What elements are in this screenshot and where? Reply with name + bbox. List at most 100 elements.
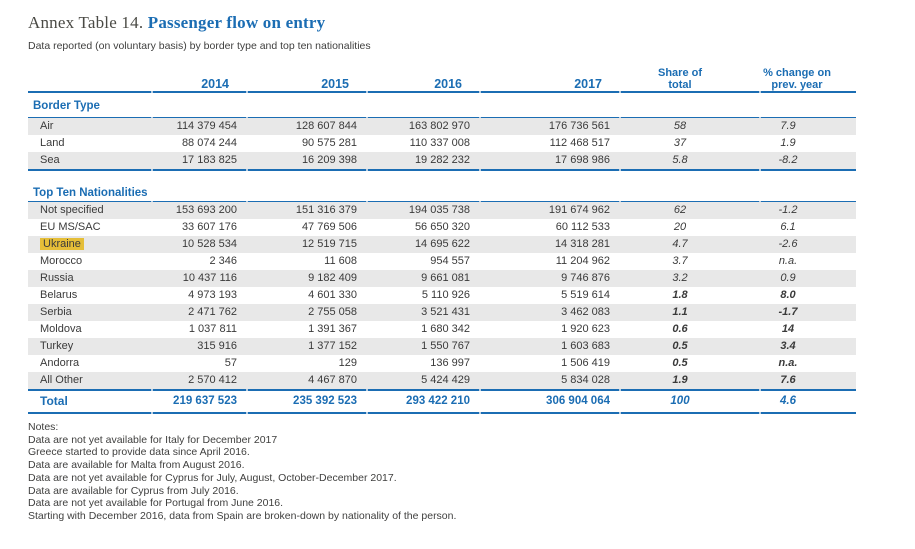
row-label: Morocco bbox=[40, 255, 83, 267]
table-row: Moldova 1 037 811 1 391 367 1 680 342 1 920 … bbox=[28, 321, 856, 338]
value-cell-2016: 954 557 bbox=[430, 255, 470, 267]
table-subtitle: Data reported (on voluntary basis) by bo… bbox=[28, 40, 371, 52]
value-cell-2017: 176 736 561 bbox=[548, 120, 610, 132]
value-cell-2017: 191 674 962 bbox=[548, 204, 610, 216]
table-row: Land 88 074 244 90 575 281 110 337 008 112 4… bbox=[28, 135, 856, 152]
value-cell-2016: 56 650 320 bbox=[414, 221, 470, 233]
value-cell-2016: 163 802 970 bbox=[408, 120, 470, 132]
section-header-nationalities: Top Ten Nationalities bbox=[33, 187, 148, 199]
note-line: Starting with December 2016, data from S… bbox=[28, 509, 457, 522]
col-header-2015: 2015 bbox=[321, 77, 349, 91]
share-cell: 0.5 bbox=[672, 357, 688, 369]
section-divider bbox=[28, 169, 856, 171]
value-cell-2015: 4 601 330 bbox=[308, 289, 357, 301]
row-label: Turkey bbox=[40, 340, 74, 352]
value-cell-2014: 33 607 176 bbox=[181, 221, 237, 233]
row-label: All Other bbox=[40, 374, 83, 386]
value-cell-2014: 10 437 116 bbox=[182, 272, 237, 284]
table-row: Russia 10 437 116 9 182 409 9 661 081 9 746 … bbox=[28, 270, 856, 287]
value-cell-2015: 12 519 715 bbox=[301, 238, 357, 250]
column-header-row: 2014 2015 2016 2017 Share of total % cha… bbox=[28, 65, 856, 91]
value-cell-2016: 194 035 738 bbox=[408, 204, 470, 216]
share-cell: 58 bbox=[673, 120, 687, 132]
change-cell: 7.6 bbox=[780, 374, 796, 386]
value-cell-2016: 3 521 431 bbox=[421, 306, 470, 318]
change-cell: n.a. bbox=[778, 357, 798, 369]
value-cell-2016: 9 661 081 bbox=[421, 272, 470, 284]
row-label: Russia bbox=[40, 272, 74, 284]
row-label: Andorra bbox=[40, 357, 80, 369]
row-label: Ukraine bbox=[28, 236, 152, 253]
value-cell-2017: 5 834 028 bbox=[561, 374, 610, 386]
total-row: Total 219 637 523 235 392 523 293 422 21… bbox=[28, 391, 856, 412]
table-row: Serbia 2 471 762 2 755 058 3 521 431 3 462 0… bbox=[28, 304, 856, 321]
note-line: Data are not yet available for Italy for… bbox=[28, 433, 278, 446]
section-header-border-type: Border Type bbox=[33, 100, 100, 112]
table-row: Ukraine 10 528 534 12 519 715 14 695 622 14 … bbox=[28, 236, 856, 253]
total-label: Total bbox=[40, 394, 68, 408]
value-cell-2016: 1 680 342 bbox=[421, 323, 470, 335]
value-cell-2016: 14 695 622 bbox=[414, 238, 470, 250]
value-cell-2015: 11 608 bbox=[324, 255, 357, 267]
share-cell: 3.7 bbox=[672, 255, 688, 267]
share-cell: 3.2 bbox=[672, 272, 688, 284]
border-type-rows: Air 114 379 454 128 607 844 163 802 970 176 … bbox=[28, 118, 856, 169]
value-cell-2015: 47 769 506 bbox=[301, 221, 357, 233]
value-cell-2016: 5 110 926 bbox=[421, 289, 470, 301]
value-cell-2016: 110 337 008 bbox=[409, 137, 470, 149]
value-cell-2016: 1 550 767 bbox=[421, 340, 470, 352]
change-cell: 1.9 bbox=[780, 137, 796, 149]
share-cell: 62 bbox=[673, 204, 687, 216]
total-2017: 306 904 064 bbox=[546, 395, 610, 407]
value-cell-2016: 19 282 232 bbox=[414, 154, 470, 166]
value-cell-2016: 136 997 bbox=[430, 357, 470, 369]
col-header-2016: 2016 bbox=[434, 77, 462, 91]
value-cell-2014: 2 570 412 bbox=[188, 374, 237, 386]
value-cell-2015: 4 467 870 bbox=[308, 374, 357, 386]
value-cell-2014: 114 379 454 bbox=[176, 120, 237, 132]
value-cell-2014: 1 037 811 bbox=[188, 323, 237, 335]
row-label: EU MS/SAC bbox=[40, 221, 101, 233]
value-cell-2014: 17 183 825 bbox=[181, 154, 237, 166]
value-cell-2017: 5 519 614 bbox=[561, 289, 610, 301]
share-cell: 20 bbox=[673, 221, 687, 233]
value-cell-2017: 3 462 083 bbox=[561, 306, 610, 318]
table-row: EU MS/SAC 33 607 176 47 769 506 56 650 320 6… bbox=[28, 219, 856, 236]
note-line: Data are available for Cyprus from July … bbox=[28, 484, 239, 497]
share-cell: 1.9 bbox=[672, 374, 688, 386]
share-cell: 5.8 bbox=[672, 154, 688, 166]
notes-label: Notes: bbox=[28, 421, 59, 433]
value-cell-2014: 57 bbox=[224, 357, 237, 369]
note-line: Data are available for Malta from August… bbox=[28, 459, 245, 472]
value-cell-2015: 151 316 379 bbox=[295, 204, 357, 216]
passenger-flow-table: 2014 2015 2016 2017 Share of total % cha… bbox=[28, 65, 856, 414]
table-row: Morocco 2 346 11 608 954 557 11 204 962 3.7 n.… bbox=[28, 253, 856, 270]
value-cell-2014: 88 074 244 bbox=[181, 137, 237, 149]
value-cell-2017: 1 506 419 bbox=[561, 357, 610, 369]
col-header-pct-change: % change on prev. year bbox=[763, 67, 831, 91]
change-cell: -1.2 bbox=[778, 204, 798, 216]
table-row: Belarus 4 973 193 4 601 330 5 110 926 5 519 … bbox=[28, 287, 856, 304]
row-label: Not specified bbox=[40, 204, 104, 216]
share-cell: 0.5 bbox=[672, 340, 688, 352]
section-divider bbox=[28, 117, 856, 118]
row-label: Moldova bbox=[40, 323, 82, 335]
table-row: Sea 17 183 825 16 209 398 19 282 232 17 698 … bbox=[28, 152, 856, 169]
page-title: Annex Table 14. Passenger flow on entry bbox=[28, 12, 915, 34]
change-cell: n.a. bbox=[778, 255, 798, 267]
value-cell-2017: 1 920 623 bbox=[561, 323, 610, 335]
notes-block: Notes: Data are not yet available for It… bbox=[28, 421, 915, 523]
total-share: 100 bbox=[670, 395, 690, 407]
value-cell-2017: 17 698 986 bbox=[554, 154, 610, 166]
row-label: Land bbox=[40, 137, 65, 149]
value-cell-2015: 129 bbox=[338, 357, 357, 369]
change-cell: 7.9 bbox=[780, 120, 796, 132]
value-cell-2017: 14 318 281 bbox=[554, 238, 610, 250]
value-cell-2015: 9 182 409 bbox=[308, 272, 357, 284]
change-cell: 0.9 bbox=[780, 272, 796, 284]
change-cell: 6.1 bbox=[780, 221, 796, 233]
value-cell-2017: 9 746 876 bbox=[561, 272, 610, 284]
table-row: Turkey 315 916 1 377 152 1 550 767 1 603 683… bbox=[28, 338, 856, 355]
header-divider bbox=[28, 91, 856, 93]
